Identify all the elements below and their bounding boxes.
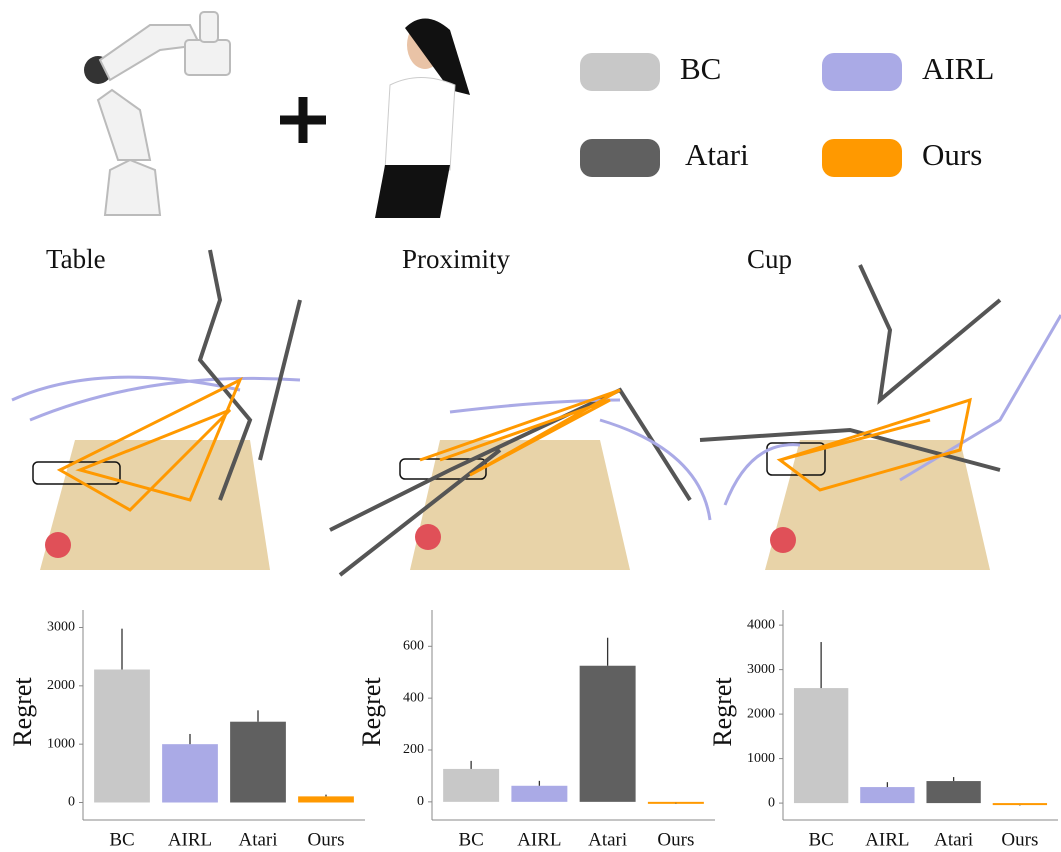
x-tick-label: AIRL [865,829,909,850]
y-tick-label: 3000 [747,662,775,677]
bar [443,768,500,802]
plus-sign [280,97,326,143]
x-tick-label: AIRL [517,829,561,850]
x-tick-label: BC [458,829,483,850]
human-illustration [375,18,470,218]
y-tick-label: 1000 [747,751,775,766]
bar [511,785,568,802]
x-tick-label: BC [109,829,134,850]
y-tick-label: 4000 [747,617,775,632]
panel-title: Table [46,244,106,274]
y-tick-label: 400 [403,690,424,705]
bar [230,721,286,803]
y-tick-label: 0 [68,795,75,810]
y-tick-label: 1000 [47,736,75,751]
panel-title: Cup [747,244,792,274]
y-tick-label: 200 [403,742,424,757]
y-tick-label: 0 [417,794,424,809]
y-tick-label: 600 [403,639,424,654]
y-tick-label: 2000 [47,678,75,693]
x-tick-label: Atari [934,829,973,850]
scene-cup [699,264,1061,570]
legend-label: Ours [922,137,982,172]
y-tick-label: 3000 [47,620,75,635]
x-tick-label: Ours [657,829,694,850]
legend-swatch [822,139,902,177]
legend-swatch [580,53,660,91]
bar [647,801,704,804]
bar [992,803,1048,806]
legend-swatch [822,53,902,91]
x-tick-label: Ours [1001,829,1038,850]
panel-title: Proximity [402,244,511,274]
legend-label: AIRL [922,51,994,86]
bar [162,744,218,803]
x-tick-label: BC [808,829,833,850]
y-axis-label: Regret [357,677,386,747]
y-axis-label: Regret [708,677,737,747]
y-tick-label: 2000 [747,706,775,721]
bar [860,787,915,804]
bar [579,665,636,802]
legend-label: Atari [685,137,749,172]
legend-swatch [580,139,660,177]
legend-label: BC [680,51,721,86]
x-tick-label: AIRL [168,829,212,850]
x-tick-label: Ours [308,829,345,850]
y-axis-label: Regret [8,677,37,747]
bar [94,669,150,803]
y-tick-label: 0 [768,795,775,810]
x-tick-label: Atari [238,829,277,850]
robot-illustration [84,11,231,216]
bar [298,796,354,803]
x-tick-label: Atari [588,829,627,850]
bar [926,781,981,804]
bar [793,688,849,804]
scene-proximity [329,387,712,577]
scene-table [11,249,302,570]
